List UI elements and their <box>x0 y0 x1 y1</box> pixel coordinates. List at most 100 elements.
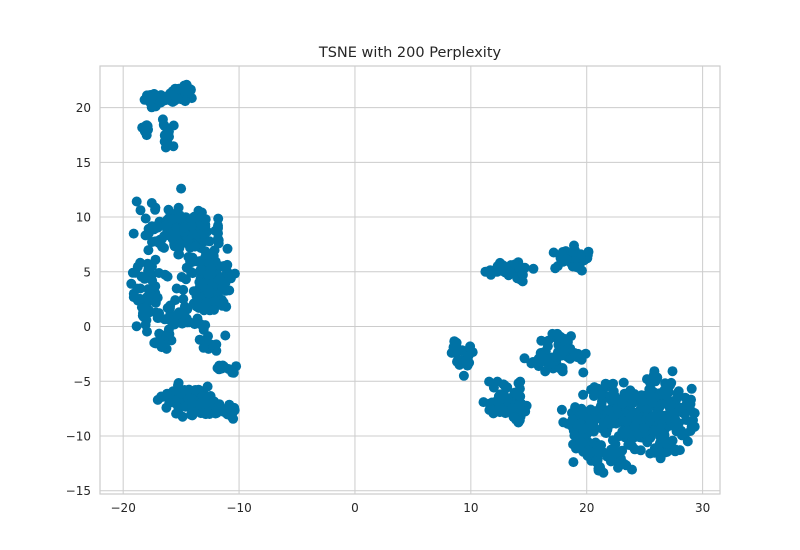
scatter-points <box>126 79 700 478</box>
scatter-point <box>209 304 219 315</box>
scatter-point <box>215 261 226 272</box>
y-tick-label: 5 <box>83 265 91 279</box>
scatter-point <box>580 348 591 359</box>
scatter-point <box>159 130 170 141</box>
scatter-point <box>673 386 684 397</box>
scatter-point <box>627 464 637 475</box>
scatter-point <box>544 358 555 369</box>
scatter-point <box>144 265 155 276</box>
scatter-point <box>154 238 165 249</box>
scatter-point <box>173 378 184 388</box>
scatter-point <box>548 247 559 258</box>
scatter-point <box>655 453 666 464</box>
scatter-point <box>203 288 214 299</box>
scatter-point <box>458 370 469 381</box>
axes-frame <box>99 65 721 495</box>
scatter-point <box>159 231 170 242</box>
scatter-point <box>146 102 157 113</box>
scatter-point <box>131 321 142 332</box>
scatter-point <box>559 346 570 357</box>
scatter-point <box>200 214 211 225</box>
scatter-point <box>195 319 206 330</box>
scatter-point <box>187 257 197 268</box>
scatter-point <box>187 397 197 408</box>
scatter-point <box>196 302 207 313</box>
scatter-point <box>667 435 678 446</box>
scatter-point <box>515 391 526 402</box>
scatter-point <box>467 347 478 358</box>
x-tick-label: −20 <box>111 501 136 515</box>
scatter-point <box>209 245 220 256</box>
scatter-point <box>140 213 151 224</box>
scatter-point <box>143 307 154 318</box>
scatter-point <box>135 205 146 216</box>
scatter-point <box>585 404 596 415</box>
scatter-point <box>556 404 567 415</box>
scatter-point <box>543 335 554 346</box>
scatter-point <box>174 213 184 224</box>
scatter-point <box>222 243 233 254</box>
scatter-point <box>162 271 173 282</box>
scatter-point <box>621 416 632 427</box>
scatter-point <box>150 254 161 265</box>
scatter-point <box>152 394 163 405</box>
scatter-point <box>190 385 201 395</box>
scatter-point <box>174 249 185 260</box>
scatter-point <box>557 363 568 373</box>
scatter-point <box>180 86 191 97</box>
scatter-point <box>213 213 224 224</box>
scatter-point <box>127 267 138 278</box>
scatter-point <box>596 400 607 411</box>
scatter-point <box>179 385 190 395</box>
scatter-point <box>488 382 499 393</box>
scatter-point <box>147 275 158 286</box>
scatter-point <box>135 257 146 268</box>
scatter-point <box>177 411 188 422</box>
scatter-point <box>221 301 232 312</box>
scatter-point <box>150 337 161 348</box>
scatter-point <box>606 451 617 462</box>
scatter-point <box>550 263 561 274</box>
scatter-point <box>667 366 678 377</box>
scatter-point <box>644 389 655 400</box>
scatter-point <box>570 402 581 413</box>
scatter-point <box>593 463 604 474</box>
scatter-point <box>631 415 642 426</box>
scatter-point <box>663 387 674 398</box>
scatter-point <box>505 266 516 277</box>
scatter-point <box>519 353 530 364</box>
scatter-point <box>168 141 179 152</box>
x-tick-label: −10 <box>226 501 251 515</box>
scatter-point <box>619 428 630 439</box>
scatter-point <box>639 423 649 434</box>
scatter-point <box>223 364 234 374</box>
scatter-point <box>686 383 697 394</box>
chart-title: TSNE with 200 Perplexity <box>318 45 502 61</box>
scatter-point <box>569 430 580 441</box>
scatter-point <box>163 204 174 215</box>
scatter-point <box>577 437 588 448</box>
scatter-point <box>625 385 636 396</box>
scatter-point <box>535 350 546 360</box>
scatter-point <box>173 202 184 213</box>
scatter-point <box>128 288 139 299</box>
scatter-point <box>608 378 618 389</box>
scatter-point <box>214 274 225 285</box>
scatter-point <box>536 335 547 346</box>
scatter-point <box>501 382 511 393</box>
scatter-point <box>150 297 161 308</box>
scatter-point <box>177 318 188 329</box>
scatter-point <box>213 233 223 244</box>
scatter-point <box>172 309 183 320</box>
scatter-point <box>141 128 152 138</box>
scatter-point <box>516 262 527 273</box>
scatter-point <box>665 400 676 410</box>
scatter-point <box>670 414 681 425</box>
scatter-point <box>488 408 499 419</box>
scatter-point <box>143 223 154 234</box>
scatter-point <box>179 222 190 233</box>
scatter-point <box>603 405 614 416</box>
y-tick-label: 20 <box>76 101 91 115</box>
scatter-point <box>662 446 673 457</box>
scatter-point <box>190 241 200 252</box>
